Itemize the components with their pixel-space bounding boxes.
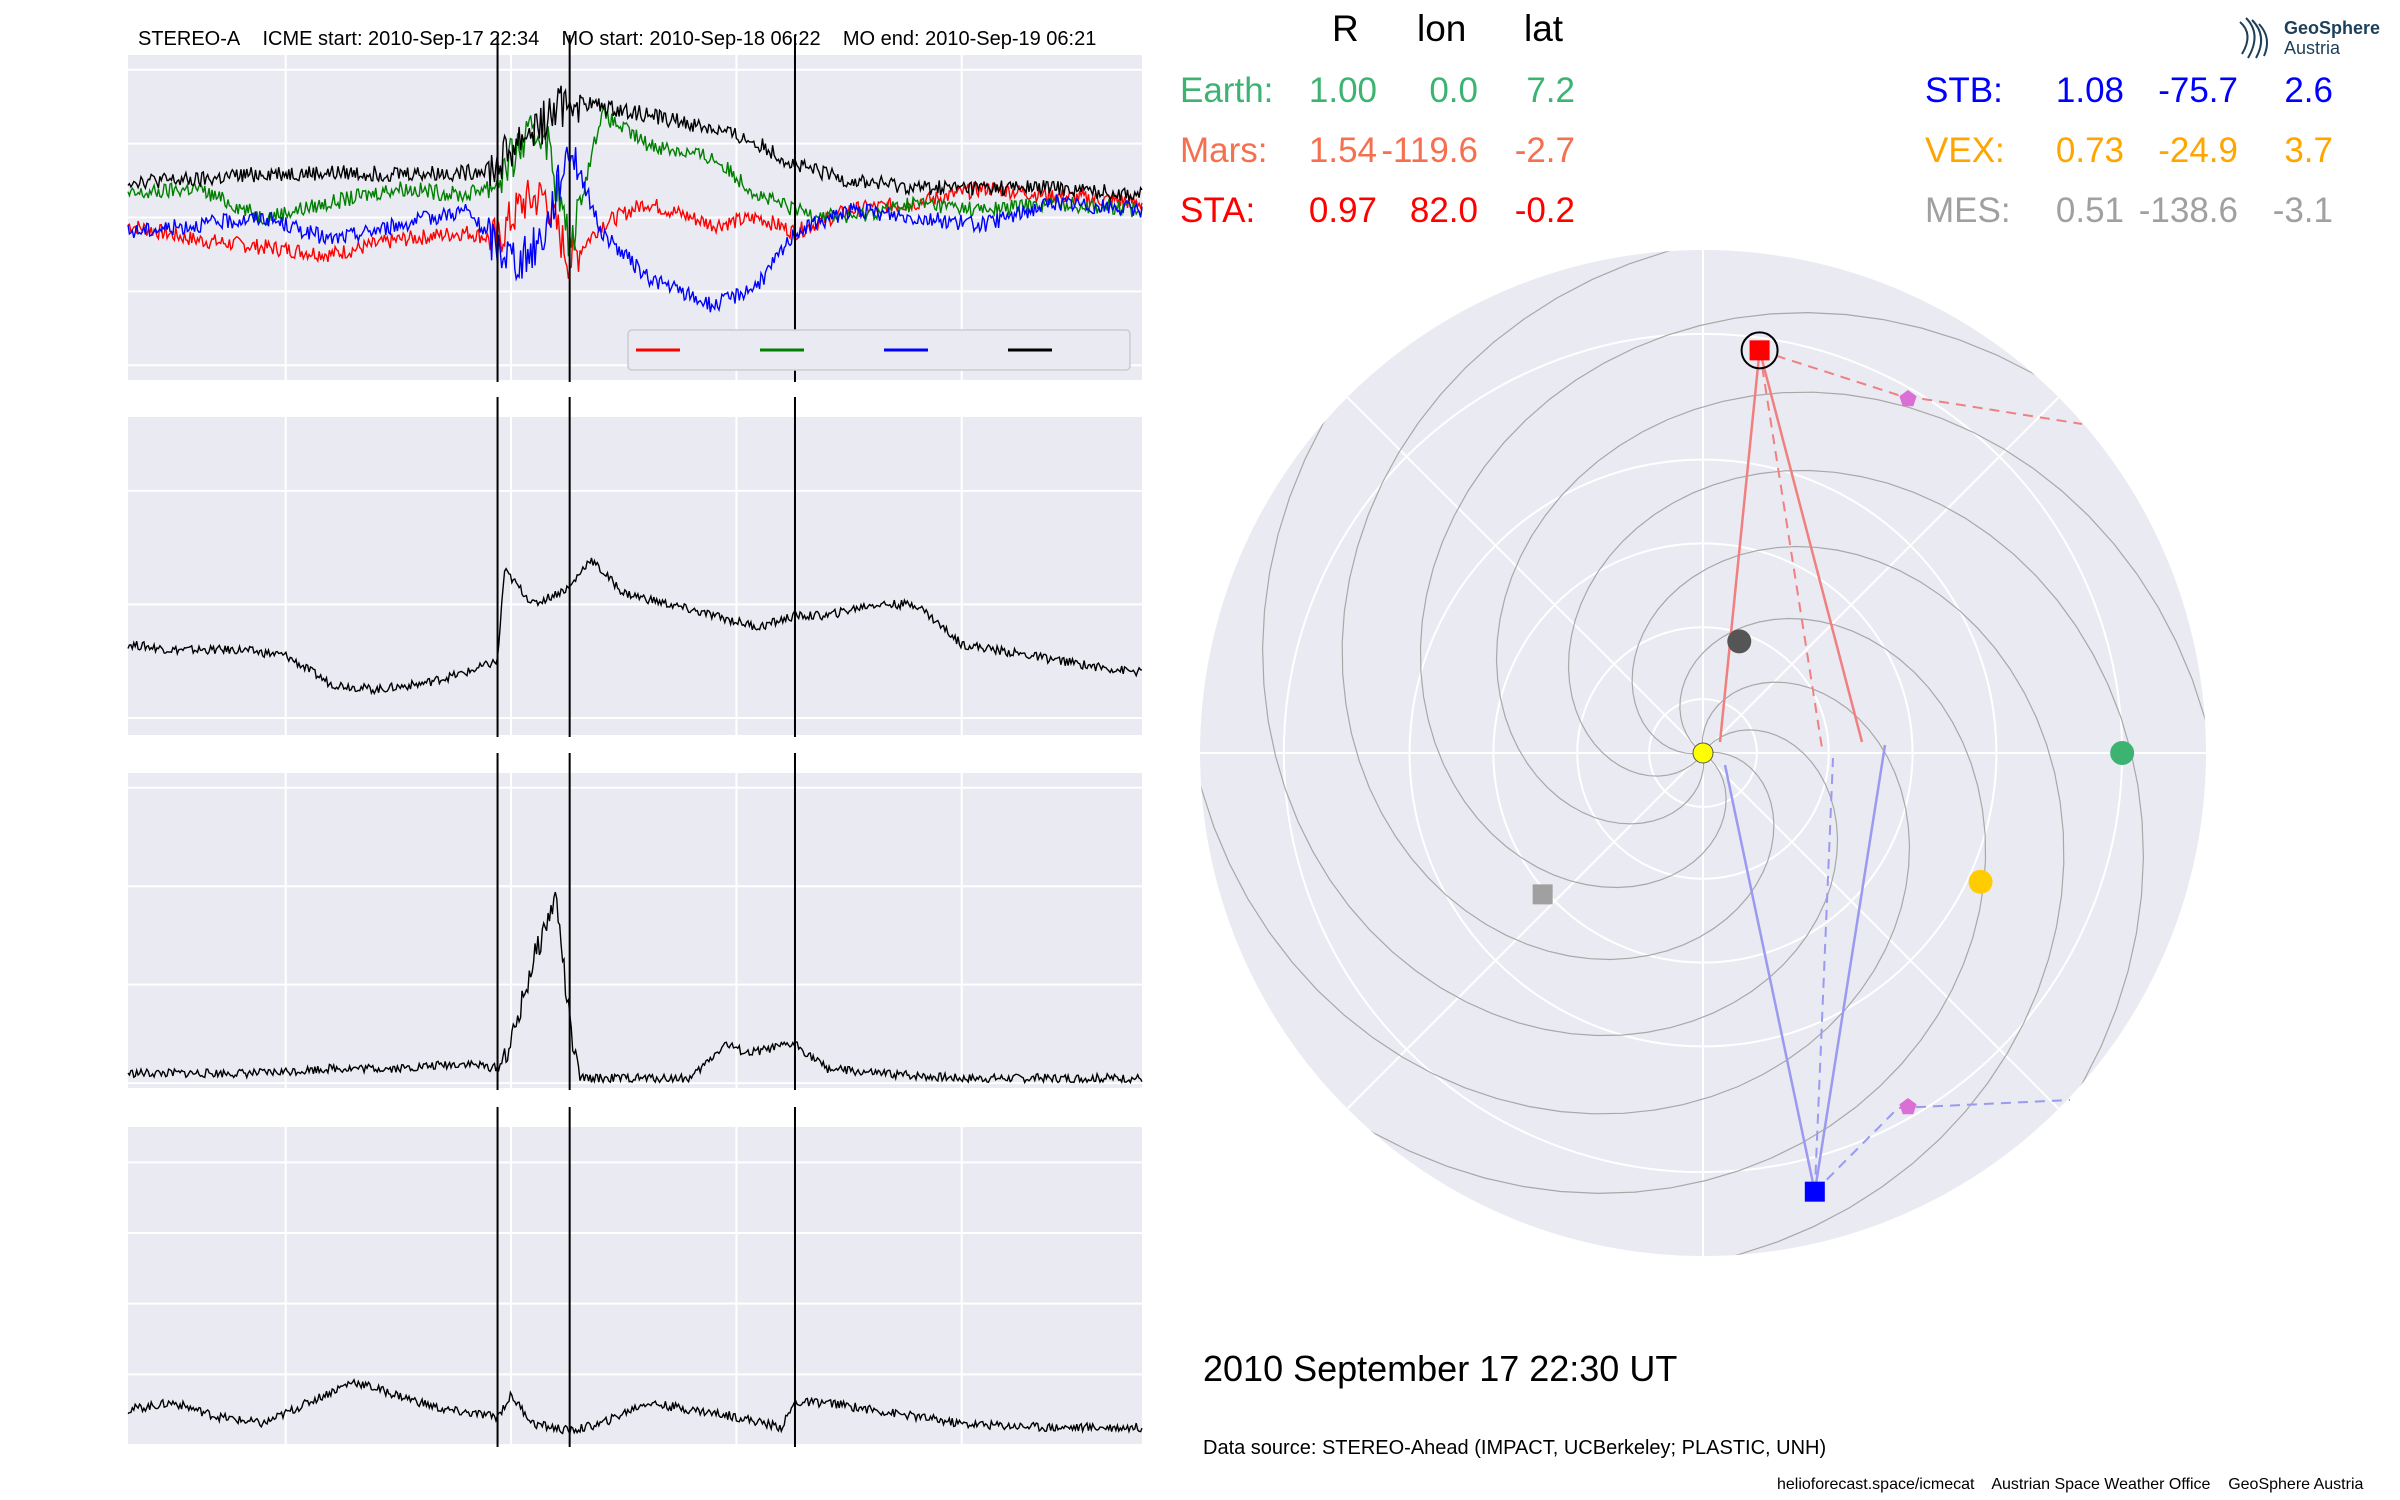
position-lat-cell: -2.7 — [1514, 131, 1575, 170]
angular-spoke — [1346, 752, 1704, 1110]
legend-box — [627, 329, 1131, 371]
polar-plot — [1200, 250, 2206, 1256]
position-lat-cell: 7.2 — [1526, 71, 1575, 110]
sta-fov-line — [1718, 350, 1761, 743]
series-line-Btotal — [127, 85, 1143, 202]
data-source: Data source: STEREO-Ahead (IMPACT, UCBer… — [1203, 1437, 1827, 1459]
col-header-lat: lat — [1524, 8, 1564, 49]
position-name-cell: STB: — [1925, 71, 2003, 110]
position-lat-cell: 3.7 — [2284, 131, 2333, 170]
footer-site: helioforecast.space/icmecat — [1777, 1476, 1975, 1493]
header-mo-start: MO start: 2010-Sep-18 06:22 — [561, 28, 821, 50]
panel-background — [128, 417, 1142, 735]
panel-4 — [127, 1107, 1143, 1447]
position-lon-cell: -75.7 — [2158, 71, 2238, 110]
footer-office: Austrian Space Weather Office — [1991, 1476, 2211, 1493]
position-name-cell: Mars: — [1180, 131, 1268, 170]
position-name-cell: VEX: — [1925, 131, 2005, 170]
stb-fov-dashed — [1813, 757, 1834, 1192]
footer: helioforecast.space/icmecat Austrian Spa… — [1777, 1476, 2363, 1494]
position-name-cell: MES: — [1925, 191, 2011, 230]
series-line-By — [127, 107, 1143, 257]
timeseries-panels — [127, 35, 1143, 1447]
position-lat-cell: 2.6 — [2284, 71, 2333, 110]
pentagon-marker — [1899, 390, 1917, 407]
pentagon-marker — [1899, 1098, 1917, 1115]
series-line-Bx — [127, 179, 1143, 279]
parker-spiral — [1200, 251, 1987, 1195]
angular-spoke — [1346, 396, 1704, 754]
legend — [627, 329, 1131, 371]
position-R-cell: 1.54 — [1308, 131, 1377, 170]
position-lon-cell: -138.6 — [2138, 191, 2238, 230]
body-earth-marker — [2110, 741, 2135, 765]
panel-1 — [127, 35, 1143, 382]
series-line-panel3 — [127, 891, 1143, 1085]
position-R-cell: 0.73 — [2055, 131, 2124, 170]
position-lat-cell: -0.2 — [1514, 191, 1575, 230]
panel-2 — [127, 397, 1143, 737]
position-R-cell: 0.51 — [2055, 191, 2124, 230]
stb-fov-line — [1723, 764, 1817, 1192]
panel-background — [128, 1127, 1142, 1445]
series-line-panel2 — [127, 557, 1143, 696]
sta-hi-dashed — [1759, 349, 2083, 425]
position-R-cell: 0.97 — [1308, 191, 1377, 230]
body-messenger-marker — [1532, 884, 1553, 905]
position-name-cell: Earth: — [1180, 71, 1274, 110]
date-label: 2010 September 17 22:30 UT — [1203, 1348, 1678, 1389]
parker-spiral — [1201, 469, 2145, 1256]
body-stereo-a-marker — [1749, 340, 1770, 361]
position-lon-cell: 0.0 — [1429, 71, 1478, 110]
panel-background — [128, 773, 1142, 1088]
position-R-cell: 1.08 — [2055, 71, 2124, 110]
body-stereo-b-marker — [1804, 1181, 1825, 1202]
panel-3 — [127, 753, 1143, 1090]
header-mo-end: MO end: 2010-Sep-19 06:21 — [842, 28, 1097, 50]
header-icme-start: ICME start: 2010-Sep-17 22:34 — [262, 28, 540, 50]
geosphere-logo-icon — [2239, 17, 2269, 59]
body-unlabeled-marker — [1727, 629, 1752, 654]
position-R-cell: 1.00 — [1308, 71, 1377, 110]
angular-spoke — [1702, 396, 2060, 754]
stb-fov-line — [1813, 744, 1887, 1192]
position-lon-cell: -24.9 — [2158, 131, 2238, 170]
sta-highlight-ring — [1740, 331, 1779, 370]
series-line-panel4 — [127, 1378, 1143, 1436]
stb-hi-dashed — [1814, 1099, 2071, 1193]
header-spacecraft: STEREO-A — [138, 28, 241, 50]
col-header-lon: lon — [1417, 8, 1467, 49]
col-header-r: R — [1332, 8, 1359, 49]
series-line-Bz — [127, 146, 1143, 313]
position-name-cell: STA: — [1180, 191, 1256, 230]
parker-spiral — [1261, 250, 2205, 1037]
logo-line1: GeoSphere — [2284, 18, 2381, 38]
angular-spoke — [1702, 752, 2060, 1110]
position-lat-cell: -3.1 — [2272, 191, 2333, 230]
body-vex-marker — [1968, 869, 1993, 894]
sta-fov-line — [1758, 350, 1864, 743]
position-lon-cell: 82.0 — [1409, 191, 1478, 230]
parker-spiral — [1419, 311, 2206, 1255]
footer-org: GeoSphere Austria — [2228, 1476, 2364, 1493]
logo-line2: Austria — [2284, 38, 2341, 58]
event-header: STEREO-A ICME start: 2010-Sep-17 22:34 M… — [138, 28, 1096, 51]
body-sun-marker — [1692, 742, 1714, 764]
position-lon-cell: -119.6 — [1381, 131, 1478, 170]
